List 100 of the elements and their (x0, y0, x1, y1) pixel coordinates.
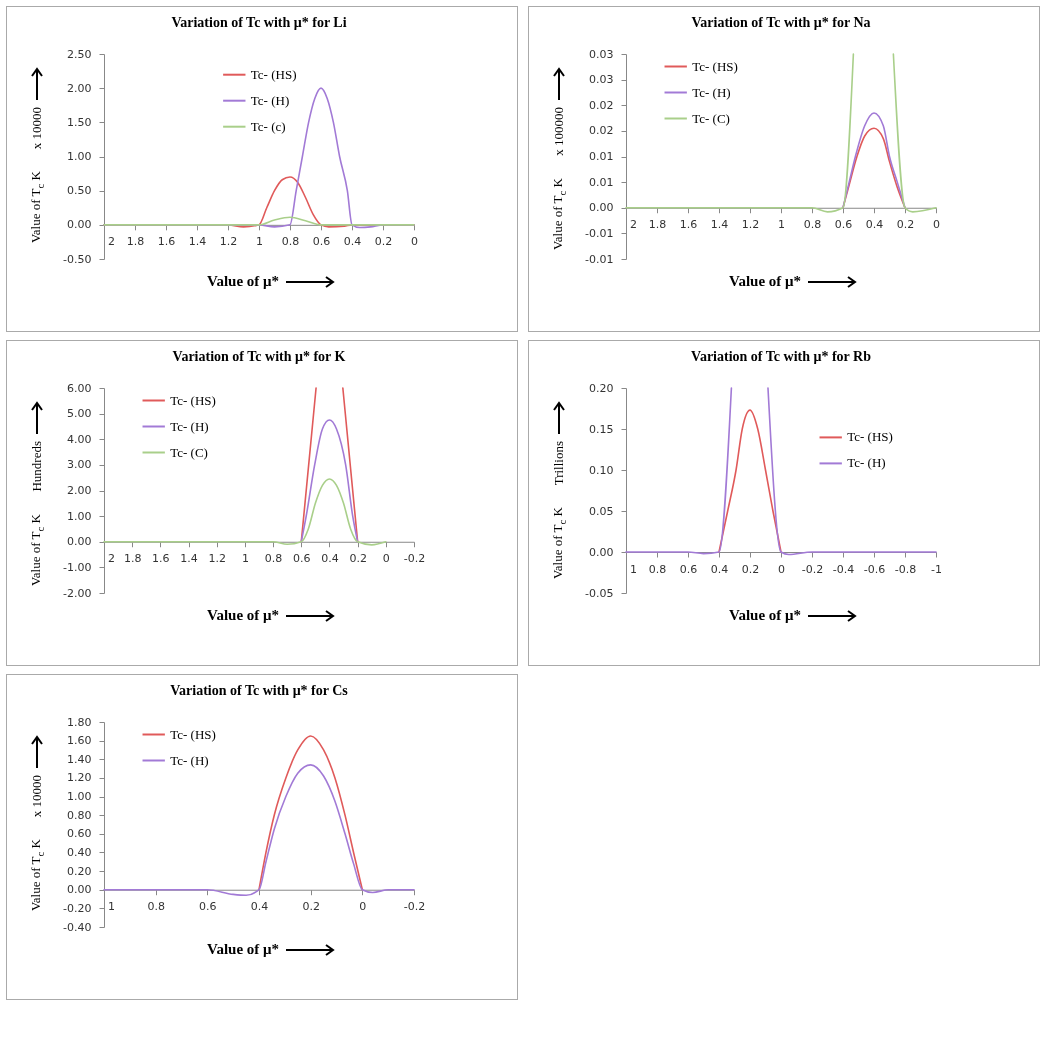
x-tick-label: 0.4 (250, 900, 269, 914)
x-tick-label: 1.8 (123, 552, 142, 566)
legend-label: Tc- (c) (250, 118, 286, 134)
x-axis-title: Value of μ* (729, 607, 802, 624)
legend-label: Tc- (H) (250, 92, 290, 108)
y-tick-label: 1.00 (67, 150, 92, 163)
x-tick-label: 0.8 (147, 900, 165, 914)
x-tick-label: 0.2 (896, 218, 915, 232)
x-tick-label: 1.4 (188, 235, 207, 249)
x-tick-label: 0.8 (281, 235, 300, 249)
legend-label: Tc- (H) (170, 418, 209, 434)
x-tick-label: 0.4 (865, 218, 884, 232)
legend-label: Tc- (C) (692, 110, 730, 126)
y-tick-label: 6.00 (67, 381, 92, 395)
legend-label: Tc- (H) (170, 752, 209, 768)
x-tick-label: 1.8 (648, 218, 667, 232)
x-tick-label: 0.2 (302, 900, 320, 914)
y-tick-label: 1.00 (67, 509, 92, 523)
x-tick-label: 2 (108, 235, 115, 249)
x-tick-label: 2 (630, 218, 637, 232)
text: Hundreds (29, 441, 45, 492)
y-tick-label: -0.05 (585, 586, 614, 600)
x-tick-label: 1 (630, 562, 637, 576)
x-tick-label: -0.4 (832, 562, 855, 576)
x-tick-label: 0 (359, 900, 367, 914)
y-tick-label: 0.00 (67, 883, 92, 897)
y-tick-label: 2.00 (67, 81, 92, 95)
x-tick-label: 1 (778, 218, 785, 232)
line-series (103, 478, 387, 546)
x-tick-label: 0.6 (834, 218, 853, 232)
y-tick-label: -0.40 (63, 920, 92, 934)
legend-label: Tc- (HS) (692, 58, 738, 74)
x-tick-label: -0.6 (863, 562, 886, 576)
x-tick-label: 1.8 (126, 235, 145, 249)
y-tick-label: 0.00 (589, 545, 614, 559)
x-tick-label: 0.6 (199, 900, 217, 914)
y-tick-label: 1.40 (67, 752, 92, 766)
line-series (842, 112, 906, 209)
legend-label: Tc- (HS) (170, 392, 216, 408)
x-tick-label: 1 (241, 552, 249, 566)
x-tick-label: 0.6 (312, 235, 331, 249)
x-tick-label: 1.2 (741, 218, 760, 232)
y-tick-label: 0.00 (589, 201, 614, 215)
x-tick-label: 0 (382, 552, 390, 566)
legend-label: Tc- (C) (170, 444, 208, 460)
y-tick-label: 0.01 (589, 175, 614, 189)
y-tick-label: -0.01 (585, 226, 614, 240)
y-tick-label: 1.50 (67, 115, 92, 129)
x-tick-label: 0 (778, 562, 785, 576)
text: x 100000 (551, 107, 567, 156)
x-tick-label: 0 (411, 235, 418, 249)
y-tick-label: -1.00 (63, 560, 92, 574)
text: Trillions (551, 441, 567, 486)
y-tick-label: 0.02 (589, 98, 614, 112)
y-tick-label: 0.00 (67, 218, 92, 232)
y-tick-label: 0.15 (589, 422, 614, 436)
x-tick-label: -0.2 (801, 562, 824, 576)
x-tick-label: 0.8 (648, 562, 667, 576)
y-tick-label: 0.20 (67, 864, 92, 878)
x-tick-label: 1.4 (180, 552, 198, 566)
chart-title: Variation of Tc with μ* for Rb (691, 349, 872, 364)
x-tick-label: 2 (108, 552, 115, 566)
y-tick-label: 0.10 (589, 463, 614, 477)
x-tick-label: 1.2 (219, 235, 238, 249)
y-tick-label: 1.60 (67, 734, 92, 748)
chart-title: Variation of Tc with μ* for Na (691, 15, 871, 30)
x-tick-label: 0.4 (343, 235, 362, 249)
y-tick-label: 0.00 (67, 535, 92, 549)
y-tick-label: 2.50 (67, 47, 92, 61)
y-tick-label: -0.50 (63, 252, 92, 266)
x-tick-label: 1.6 (157, 235, 176, 249)
legend-label: Tc- (HS) (847, 429, 893, 445)
x-tick-label: 0.2 (374, 235, 393, 249)
y-tick-label: 0.40 (67, 845, 92, 859)
y-tick-label: 0.20 (589, 381, 614, 395)
y-tick-label: 3.00 (67, 458, 92, 472)
x-axis-title: Value of μ* (207, 941, 280, 958)
x-tick-label: 0.2 (349, 552, 367, 566)
y-tick-label: 0.05 (589, 504, 614, 518)
line-series (718, 409, 782, 553)
line-series (300, 419, 359, 543)
y-tick-label: 1.00 (67, 790, 92, 804)
y-tick-label: 0.50 (67, 184, 92, 198)
chart-title: Variation of Tc with μ* for K (172, 349, 346, 364)
y-tick-label: 0.02 (589, 124, 614, 138)
y-tick-label: 0.03 (589, 47, 614, 61)
x-tick-label: 0.6 (293, 552, 311, 566)
x-tick-label: 0.4 (321, 552, 339, 566)
y-tick-label: -0.20 (63, 901, 92, 915)
x-axis-title: Value of μ* (207, 273, 280, 290)
x-tick-label: 0.6 (679, 562, 698, 576)
text: x 10000 (29, 107, 45, 150)
x-tick-label: 1 (108, 900, 115, 914)
x-tick-label: -0.8 (894, 562, 917, 576)
legend-label: Tc- (H) (692, 84, 731, 100)
x-tick-label: 1.6 (679, 218, 698, 232)
x-tick-label: 0.8 (264, 552, 283, 566)
x-tick-label: 0.4 (710, 562, 729, 576)
chart-title: Variation of Tc with μ* for Li (171, 15, 347, 30)
y-tick-label: 0.03 (589, 73, 614, 87)
